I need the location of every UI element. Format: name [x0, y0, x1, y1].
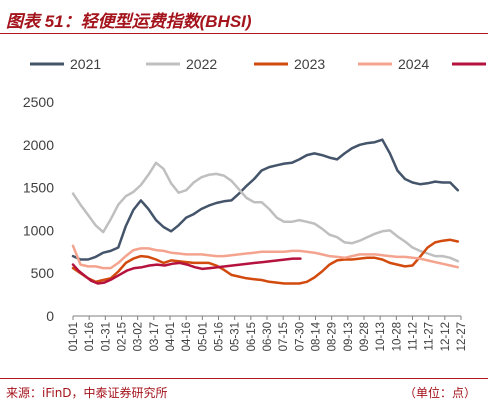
x-tick-label: 05-01 — [197, 322, 209, 351]
unit-note: （单位：点） — [403, 386, 476, 400]
x-tick-label: 07-30 — [294, 322, 306, 351]
series-line-2021 — [71, 138, 460, 261]
y-tick-label: 1500 — [23, 180, 54, 196]
y-tick-label: 2000 — [23, 137, 54, 153]
x-tick-label: 05-16 — [214, 322, 226, 351]
x-tick-label: 04-16 — [181, 322, 193, 351]
x-tick-label: 11-12 — [408, 322, 420, 351]
series-line-2025 — [71, 257, 302, 285]
x-tick-label: 02-15 — [117, 322, 129, 351]
y-tick-label: 2500 — [23, 94, 54, 110]
y-tick-label: 500 — [31, 265, 55, 281]
x-tick-label: 03-17 — [149, 322, 161, 351]
legend-label-2024: 2024 — [398, 56, 429, 72]
x-tick-label: 06-15 — [246, 322, 258, 351]
y-axis: 0 500 1000 1500 2000 2500 — [23, 94, 54, 324]
x-tick-label: 10-13 — [375, 322, 387, 351]
x-tick-label: 10-28 — [391, 322, 403, 351]
legend-label-2023: 2023 — [294, 56, 325, 72]
series-line-2022 — [71, 161, 460, 263]
y-tick-label: 0 — [46, 308, 54, 324]
title-rule — [0, 33, 488, 34]
chart-legend: 20212022202320242025 — [30, 56, 486, 72]
x-tick-label: 08-29 — [327, 322, 339, 351]
x-tick-label: 05-31 — [230, 322, 242, 351]
series-line-2024 — [71, 244, 460, 270]
x-tick-label: 11-27 — [424, 322, 436, 351]
x-tick-label: 01-01 — [68, 322, 80, 351]
x-tick-label: 07-15 — [278, 322, 290, 351]
x-tick-label: 06-30 — [262, 322, 274, 351]
figure-title: 图表 51：轻便型运费指数(BHSI) — [6, 12, 252, 31]
series-line-2023 — [71, 238, 460, 285]
line-chart: 20212022202320242025 0500100015002000250… — [23, 56, 486, 351]
x-tick-label: 03-02 — [133, 322, 145, 351]
y-tick-label: 1000 — [23, 222, 54, 238]
x-axis: 01-01 01-16 01-31 02-15 03-02 03-17 04-01 04-16… — [68, 315, 468, 351]
x-tick-label: 04-01 — [165, 322, 177, 351]
x-tick-label: 09-13 — [343, 322, 355, 351]
x-tick-label: 01-31 — [100, 322, 112, 351]
x-tick-label: 12-12 — [440, 322, 452, 351]
x-tick-label: 09-28 — [359, 322, 371, 351]
footer-rule — [0, 378, 488, 379]
source-note: 来源：iFinD，中泰证券研究所 — [6, 386, 168, 400]
legend-label-2021: 2021 — [70, 56, 101, 72]
legend-label-2022: 2022 — [186, 56, 217, 72]
x-tick-label: 08-14 — [311, 321, 323, 351]
x-tick-label: 12-27 — [456, 322, 468, 351]
plot-series — [71, 138, 460, 285]
x-tick-label: 01-16 — [84, 322, 96, 351]
